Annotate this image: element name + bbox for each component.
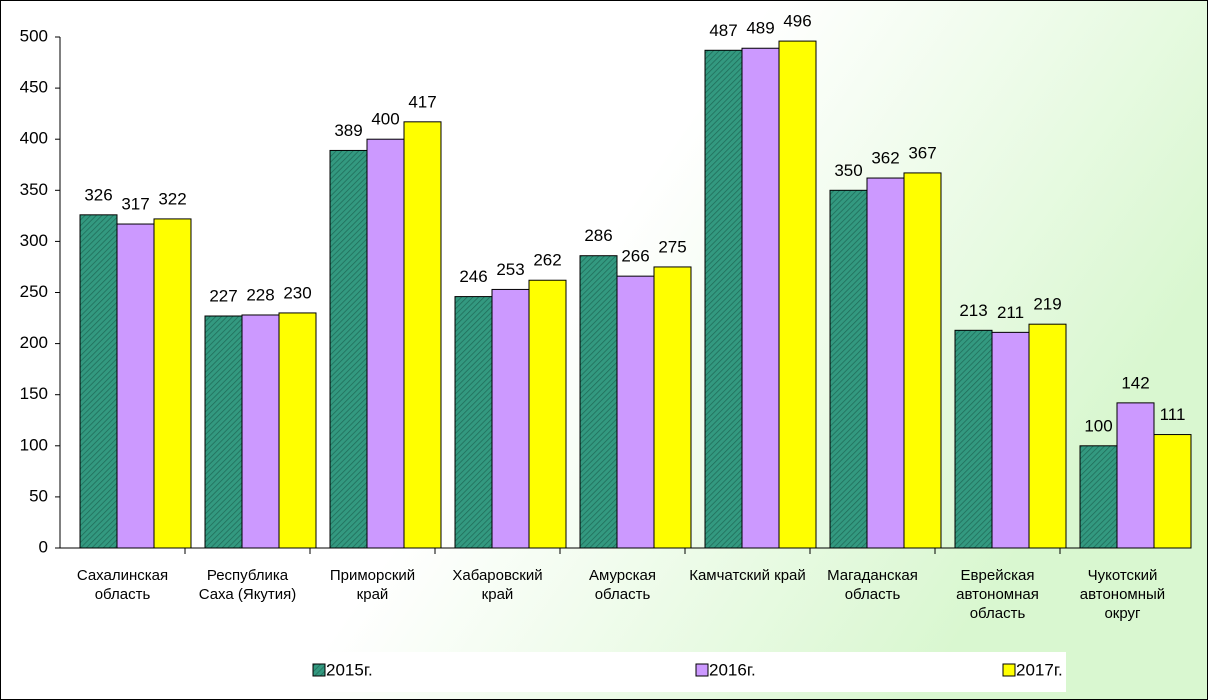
- y-tick-label: 150: [20, 384, 48, 403]
- y-tick-label: 0: [39, 537, 48, 556]
- x-tick-label: Приморский край: [329, 567, 416, 603]
- bar: [778, 40, 817, 549]
- value-label: 400: [371, 110, 399, 129]
- x-tick-label: Республика Саха (Якутия): [198, 567, 297, 603]
- value-label: 142: [1121, 373, 1149, 392]
- value-label: 262: [533, 251, 561, 270]
- legend-swatch: [1002, 663, 1016, 677]
- x-tick-label: Еврейская автономная область: [956, 567, 1039, 622]
- bar: [741, 47, 780, 549]
- y-tick-label: 400: [20, 129, 48, 148]
- x-tick-label: Чукотский автономный округ: [1079, 567, 1166, 622]
- bar: [866, 177, 905, 549]
- value-label: 322: [158, 189, 186, 208]
- legend-swatch: [312, 663, 326, 677]
- bar: [116, 223, 155, 549]
- bar: [579, 255, 618, 549]
- bar: [366, 138, 405, 549]
- bar: [204, 315, 243, 549]
- value-label: 487: [709, 21, 737, 40]
- bar: [991, 331, 1030, 549]
- bar: [403, 121, 442, 549]
- legend-background: [210, 652, 1066, 692]
- bar: [241, 314, 280, 549]
- bar: [829, 189, 868, 549]
- legend-label: 2015г.: [326, 660, 373, 679]
- value-label: 211: [997, 303, 1024, 322]
- value-label: 417: [408, 92, 436, 111]
- x-tick-label: Магаданская область: [827, 567, 918, 603]
- value-label: 367: [908, 143, 936, 162]
- bar: [1153, 434, 1192, 549]
- legend-label: 2016г.: [709, 660, 756, 679]
- bar: [1079, 445, 1118, 549]
- value-label: 286: [584, 226, 612, 245]
- x-tick-label: Камчатский край: [689, 567, 806, 584]
- bar: [1028, 323, 1067, 549]
- value-label: 230: [283, 283, 311, 302]
- value-label: 228: [246, 285, 274, 304]
- legend-swatch: [695, 663, 709, 677]
- bar: [153, 218, 192, 549]
- value-label: 213: [959, 301, 987, 320]
- value-label: 100: [1084, 416, 1112, 435]
- bar: [454, 296, 493, 549]
- legend-label: 2017г.: [1016, 660, 1063, 679]
- bar: [616, 275, 655, 549]
- y-tick-label: 200: [20, 333, 48, 352]
- bar: [329, 149, 368, 549]
- y-tick-label: 100: [20, 435, 48, 454]
- value-label: 389: [334, 121, 362, 140]
- y-tick-label: 300: [20, 231, 48, 250]
- x-tick-label: Хабаровский край: [452, 567, 543, 603]
- bar: [903, 172, 942, 549]
- value-label: 489: [746, 19, 774, 38]
- value-label: 266: [621, 247, 649, 266]
- bar: [491, 288, 530, 549]
- value-label: 111: [1160, 405, 1186, 424]
- y-tick-label: 350: [20, 180, 48, 199]
- y-tick-label: 50: [29, 486, 48, 505]
- bar: [704, 49, 743, 549]
- value-label: 496: [783, 12, 811, 31]
- value-label: 246: [459, 267, 487, 286]
- value-label: 219: [1033, 295, 1061, 314]
- bar: [1116, 402, 1155, 549]
- bar: [653, 266, 692, 549]
- y-tick-label: 250: [20, 282, 48, 301]
- value-label: 362: [871, 149, 899, 168]
- y-tick-label: 450: [20, 78, 48, 97]
- y-tick-label: 500: [20, 26, 48, 45]
- value-label: 350: [834, 161, 862, 180]
- bar: [528, 279, 567, 549]
- bar: [954, 329, 993, 549]
- value-label: 253: [496, 260, 524, 279]
- value-label: 275: [658, 237, 686, 256]
- value-label: 326: [84, 185, 112, 204]
- value-label: 227: [209, 286, 237, 305]
- value-label: 317: [121, 195, 149, 214]
- x-tick-label: Сахалинская область: [76, 567, 169, 603]
- x-tick-label: Амурская область: [588, 567, 657, 603]
- bar: [79, 214, 118, 549]
- bar: [278, 312, 317, 549]
